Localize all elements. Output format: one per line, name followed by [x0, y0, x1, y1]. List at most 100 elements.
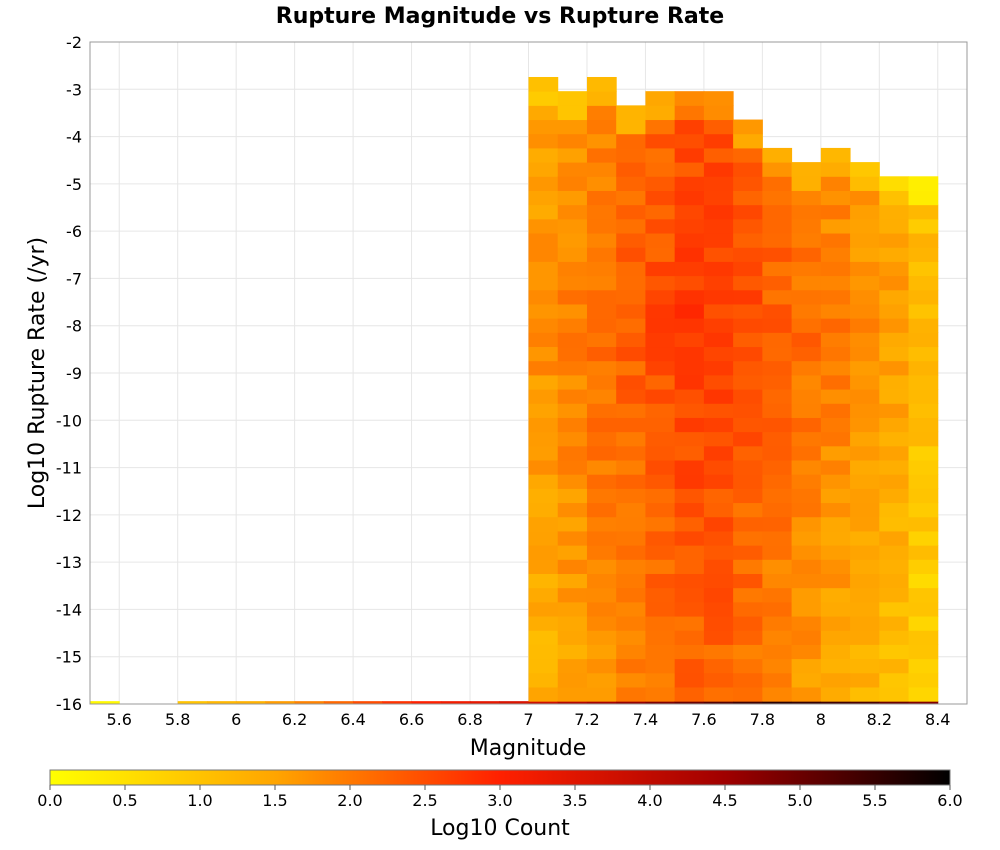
heatmap-cell: [703, 630, 734, 645]
heatmap-cell: [703, 474, 734, 489]
heatmap-cell: [850, 516, 880, 532]
heatmap-cell: [820, 431, 851, 447]
heatmap-cell: [645, 303, 676, 319]
heatmap-cell: [791, 502, 822, 518]
heatmap-cell: [703, 488, 734, 504]
heatmap-cell: [791, 630, 822, 645]
heatmap-cell: [850, 431, 880, 447]
heatmap-cell: [557, 218, 588, 234]
heatmap-cell: [879, 318, 910, 333]
heatmap-cell: [557, 190, 588, 206]
heatmap-cell: [586, 218, 617, 234]
heatmap-cell: [616, 516, 646, 532]
heatmap-cell: [908, 672, 939, 688]
heatmap-cell: [616, 275, 646, 291]
heatmap-cell: [557, 332, 588, 348]
heatmap-cell: [645, 658, 676, 674]
heatmap-cell: [703, 374, 734, 390]
y-tick-label: -15: [56, 648, 82, 667]
heatmap-cell: [908, 644, 939, 660]
heatmap-cell: [645, 332, 676, 348]
x-tick-label: 5.8: [165, 710, 190, 729]
heatmap-cell: [703, 587, 734, 603]
heatmap-cell: [820, 147, 851, 163]
heatmap-cell: [586, 658, 617, 674]
colorbar-tick-label: 6.0: [937, 791, 962, 810]
heatmap-cell: [674, 119, 705, 135]
heatmap-cell: [616, 233, 646, 248]
x-tick-label: 7: [523, 710, 533, 729]
heatmap-cell: [820, 545, 851, 560]
heatmap-cell: [879, 658, 910, 674]
heatmap-cell: [557, 502, 588, 518]
heatmap-cell: [586, 105, 617, 121]
heatmap-cell: [820, 417, 851, 433]
y-tick-label: -16: [56, 695, 82, 714]
heatmap-cell: [762, 374, 793, 390]
x-tick-label: 8.4: [925, 710, 950, 729]
heatmap-cell: [820, 218, 851, 234]
heatmap-cell: [733, 190, 763, 206]
heatmap-cell: [703, 559, 734, 574]
heatmap-cell: [616, 616, 646, 631]
heatmap-cell: [557, 644, 588, 660]
x-tick-label: 6.2: [282, 710, 307, 729]
heatmap-cell: [557, 346, 588, 362]
heatmap-cell: [762, 346, 793, 362]
heatmap-cell: [850, 374, 880, 390]
heatmap-cell: [703, 502, 734, 518]
heatmap-cell: [791, 474, 822, 489]
heatmap-cell: [645, 176, 676, 191]
heatmap-cell: [908, 218, 939, 234]
heatmap-cell: [762, 261, 793, 277]
heatmap-cell: [879, 247, 910, 262]
heatmap-cell: [528, 346, 559, 362]
heatmap-cell: [762, 318, 793, 333]
heatmap-cell: [557, 516, 588, 532]
y-tick-label: -7: [66, 269, 82, 288]
heatmap-cell: [733, 672, 763, 688]
heatmap-cell: [762, 545, 793, 560]
heatmap-cell: [820, 176, 851, 191]
heatmap-cell: [557, 559, 588, 574]
heatmap-cell: [820, 601, 851, 617]
heatmap-cell: [674, 601, 705, 617]
heatmap-cell: [733, 374, 763, 390]
heatmap-cell: [616, 701, 646, 704]
heatmap-cell: [703, 275, 734, 291]
heatmap-cell: [850, 261, 880, 277]
heatmap-cell: [703, 460, 734, 475]
heatmap-cell: [294, 701, 325, 704]
heatmap-cell: [703, 162, 734, 177]
heatmap-cell: [411, 701, 442, 704]
heatmap-cell: [616, 403, 646, 418]
heatmap-cell: [674, 701, 705, 704]
heatmap-cell: [586, 76, 617, 92]
heatmap-cell: [557, 91, 588, 106]
heatmap-cell: [557, 403, 588, 418]
heatmap-cell: [557, 162, 588, 177]
heatmap-cell: [762, 417, 793, 433]
heatmap-cell: [733, 218, 763, 234]
heatmap-cell: [674, 147, 705, 163]
heatmap-cell: [586, 474, 617, 489]
heatmap-cell: [528, 360, 559, 376]
heatmap-cell: [879, 545, 910, 560]
heatmap-cell: [733, 318, 763, 333]
heatmap-cell: [586, 445, 617, 461]
heatmap-cell: [908, 374, 939, 390]
heatmap-cell: [733, 162, 763, 177]
heatmap-cell: [762, 686, 793, 702]
heatmap-cell: [820, 502, 851, 518]
heatmap-cell: [645, 204, 676, 220]
heatmap-cell: [820, 445, 851, 461]
heatmap-cell: [703, 573, 734, 589]
heatmap-cell: [733, 658, 763, 674]
heatmap-cell: [674, 204, 705, 220]
heatmap-cell: [820, 630, 851, 645]
heatmap-cell: [586, 162, 617, 177]
heatmap-cell: [820, 261, 851, 277]
heatmap-cell: [850, 403, 880, 418]
heatmap-cell: [791, 247, 822, 262]
heatmap-cell: [791, 686, 822, 702]
